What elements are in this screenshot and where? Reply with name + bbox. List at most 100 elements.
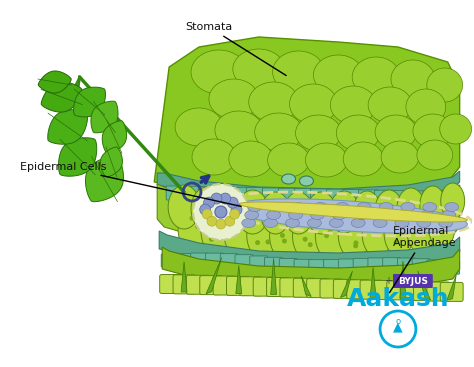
FancyBboxPatch shape: [186, 275, 210, 294]
FancyBboxPatch shape: [413, 281, 437, 301]
Ellipse shape: [420, 186, 446, 224]
Circle shape: [220, 193, 231, 204]
FancyBboxPatch shape: [294, 189, 314, 203]
FancyBboxPatch shape: [294, 259, 312, 272]
Ellipse shape: [420, 211, 434, 219]
Circle shape: [230, 219, 235, 224]
Polygon shape: [418, 271, 430, 300]
FancyBboxPatch shape: [338, 259, 356, 272]
Circle shape: [413, 229, 418, 234]
Ellipse shape: [229, 199, 467, 233]
Circle shape: [203, 197, 215, 208]
Circle shape: [282, 239, 287, 244]
Ellipse shape: [192, 139, 236, 175]
Circle shape: [231, 204, 242, 215]
Circle shape: [412, 219, 417, 225]
Ellipse shape: [305, 143, 347, 177]
FancyBboxPatch shape: [206, 253, 223, 266]
FancyBboxPatch shape: [173, 275, 196, 294]
Ellipse shape: [261, 192, 291, 234]
Ellipse shape: [268, 143, 310, 177]
Ellipse shape: [335, 203, 349, 211]
FancyBboxPatch shape: [324, 259, 342, 272]
Ellipse shape: [353, 191, 381, 231]
Ellipse shape: [178, 205, 210, 253]
FancyBboxPatch shape: [213, 276, 236, 295]
Ellipse shape: [376, 211, 390, 219]
Ellipse shape: [429, 207, 455, 249]
Circle shape: [265, 239, 271, 244]
FancyBboxPatch shape: [264, 257, 283, 270]
Ellipse shape: [423, 203, 437, 211]
Ellipse shape: [442, 211, 456, 219]
Ellipse shape: [413, 114, 453, 148]
Ellipse shape: [351, 218, 365, 228]
Ellipse shape: [397, 188, 425, 228]
Polygon shape: [73, 87, 105, 117]
FancyBboxPatch shape: [327, 189, 346, 203]
Polygon shape: [85, 156, 123, 201]
Ellipse shape: [249, 82, 299, 122]
Polygon shape: [400, 261, 406, 298]
Polygon shape: [340, 271, 353, 298]
Ellipse shape: [168, 185, 200, 229]
FancyBboxPatch shape: [230, 187, 250, 201]
FancyBboxPatch shape: [279, 258, 297, 272]
Circle shape: [207, 216, 217, 226]
Ellipse shape: [373, 218, 387, 228]
Ellipse shape: [224, 209, 255, 257]
Ellipse shape: [214, 189, 246, 233]
Circle shape: [209, 237, 214, 242]
Polygon shape: [100, 147, 122, 177]
Ellipse shape: [290, 84, 337, 124]
Polygon shape: [301, 276, 311, 297]
FancyBboxPatch shape: [250, 256, 268, 269]
Circle shape: [436, 222, 441, 227]
FancyBboxPatch shape: [214, 187, 234, 201]
Circle shape: [239, 225, 244, 230]
Ellipse shape: [398, 211, 412, 219]
FancyBboxPatch shape: [407, 191, 427, 205]
FancyBboxPatch shape: [374, 280, 396, 299]
Circle shape: [200, 204, 210, 215]
Circle shape: [207, 220, 212, 225]
Polygon shape: [206, 258, 222, 294]
Ellipse shape: [352, 57, 400, 97]
Circle shape: [225, 216, 235, 226]
FancyBboxPatch shape: [439, 192, 459, 206]
Polygon shape: [181, 262, 187, 292]
FancyBboxPatch shape: [309, 259, 327, 273]
Ellipse shape: [357, 203, 371, 211]
Ellipse shape: [391, 60, 435, 98]
FancyBboxPatch shape: [227, 276, 249, 295]
Ellipse shape: [229, 141, 273, 177]
Polygon shape: [447, 275, 456, 300]
FancyBboxPatch shape: [320, 279, 343, 298]
FancyBboxPatch shape: [278, 188, 298, 202]
Ellipse shape: [285, 218, 300, 228]
FancyBboxPatch shape: [307, 279, 329, 298]
Ellipse shape: [310, 211, 324, 219]
Ellipse shape: [427, 68, 463, 102]
FancyBboxPatch shape: [198, 187, 218, 201]
Ellipse shape: [343, 142, 383, 176]
FancyBboxPatch shape: [400, 281, 423, 300]
FancyBboxPatch shape: [412, 259, 430, 272]
Polygon shape: [236, 265, 242, 294]
Circle shape: [354, 240, 358, 246]
Ellipse shape: [379, 203, 393, 211]
FancyBboxPatch shape: [280, 278, 303, 297]
FancyBboxPatch shape: [160, 275, 182, 294]
FancyBboxPatch shape: [353, 258, 371, 271]
Circle shape: [382, 224, 386, 229]
Ellipse shape: [417, 140, 453, 170]
Ellipse shape: [401, 203, 415, 211]
FancyBboxPatch shape: [246, 188, 266, 201]
Circle shape: [190, 216, 194, 221]
FancyBboxPatch shape: [253, 277, 276, 296]
Ellipse shape: [384, 210, 414, 256]
Ellipse shape: [417, 218, 431, 228]
Circle shape: [324, 233, 329, 238]
Text: BYJUS: BYJUS: [398, 276, 428, 286]
FancyBboxPatch shape: [200, 276, 223, 295]
